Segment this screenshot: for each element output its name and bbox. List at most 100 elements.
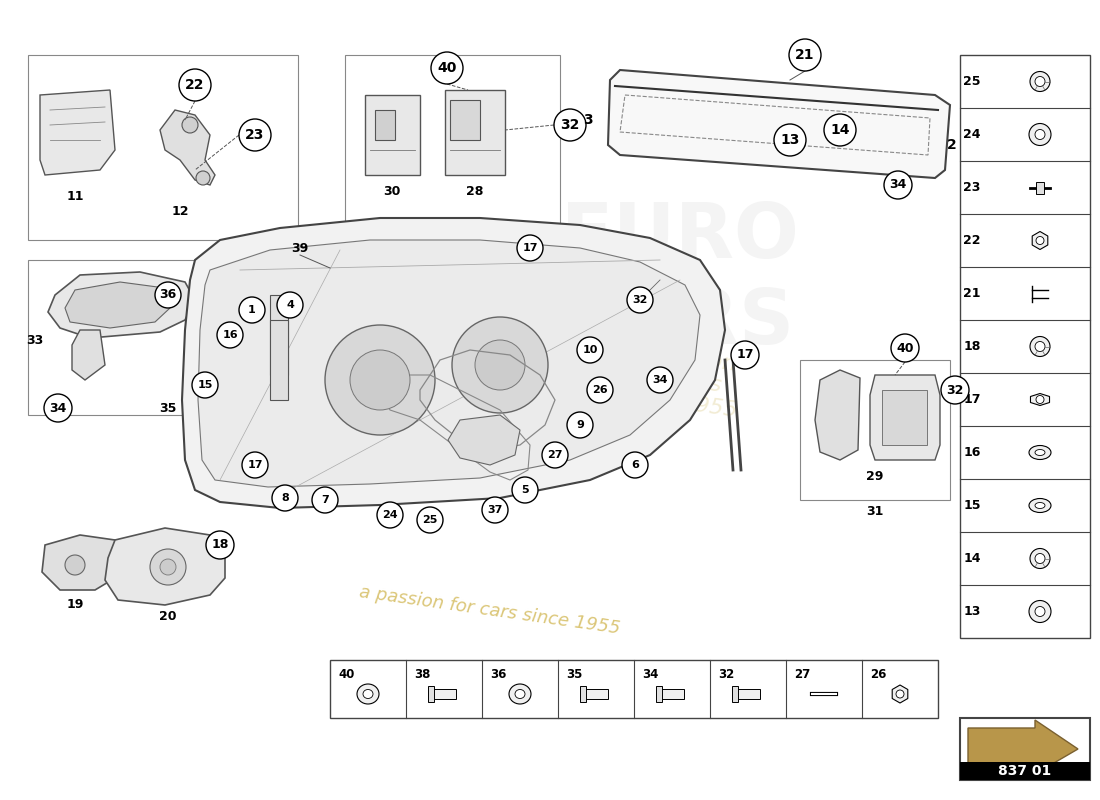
Circle shape xyxy=(1028,123,1050,146)
Bar xyxy=(960,762,1090,780)
Circle shape xyxy=(1035,606,1045,617)
Text: 15: 15 xyxy=(964,499,981,512)
Circle shape xyxy=(824,114,856,146)
Circle shape xyxy=(1035,554,1045,563)
Bar xyxy=(450,100,480,140)
Bar xyxy=(660,689,684,699)
Text: 10: 10 xyxy=(582,345,597,355)
Circle shape xyxy=(884,171,912,199)
Polygon shape xyxy=(892,685,907,703)
Polygon shape xyxy=(1031,394,1049,406)
Text: 4: 4 xyxy=(286,300,294,310)
Circle shape xyxy=(1036,237,1044,245)
Bar xyxy=(736,689,760,699)
Polygon shape xyxy=(48,272,195,338)
Polygon shape xyxy=(160,110,215,185)
Circle shape xyxy=(44,394,72,422)
Ellipse shape xyxy=(358,684,379,704)
Circle shape xyxy=(160,559,176,575)
Polygon shape xyxy=(42,535,125,590)
Text: 13: 13 xyxy=(964,605,981,618)
Circle shape xyxy=(312,487,338,513)
Circle shape xyxy=(324,325,435,435)
Circle shape xyxy=(217,322,243,348)
Text: 34: 34 xyxy=(642,668,659,681)
Text: 26: 26 xyxy=(870,668,887,681)
Text: 37: 37 xyxy=(487,505,503,515)
Bar xyxy=(365,95,420,175)
Circle shape xyxy=(277,292,302,318)
Circle shape xyxy=(1030,549,1050,569)
Polygon shape xyxy=(72,330,104,380)
Circle shape xyxy=(512,477,538,503)
Text: 31: 31 xyxy=(867,505,883,518)
Circle shape xyxy=(1030,337,1050,357)
Circle shape xyxy=(647,367,673,393)
Text: 22: 22 xyxy=(964,234,981,247)
Text: 22: 22 xyxy=(185,78,205,92)
Bar xyxy=(270,320,288,400)
Text: 17: 17 xyxy=(248,460,263,470)
Polygon shape xyxy=(968,720,1078,774)
Bar xyxy=(584,689,608,699)
Circle shape xyxy=(789,39,821,71)
Text: 28: 28 xyxy=(466,185,484,198)
Bar xyxy=(28,260,233,415)
Text: 26: 26 xyxy=(592,385,608,395)
Circle shape xyxy=(182,117,198,133)
Polygon shape xyxy=(182,218,725,508)
Text: 16: 16 xyxy=(964,446,981,459)
Text: 34: 34 xyxy=(50,402,67,414)
Circle shape xyxy=(475,340,525,390)
Circle shape xyxy=(1035,77,1045,86)
Bar xyxy=(1036,182,1044,194)
Text: 20: 20 xyxy=(160,610,177,623)
Text: 35: 35 xyxy=(160,402,177,414)
Circle shape xyxy=(554,109,586,141)
Circle shape xyxy=(542,442,568,468)
Circle shape xyxy=(377,502,403,528)
Bar xyxy=(270,295,288,375)
Text: 23: 23 xyxy=(964,181,981,194)
Circle shape xyxy=(482,497,508,523)
Circle shape xyxy=(452,317,548,413)
Circle shape xyxy=(517,235,543,261)
Text: 16: 16 xyxy=(222,330,238,340)
Ellipse shape xyxy=(1035,450,1045,455)
Polygon shape xyxy=(40,90,116,175)
Bar xyxy=(432,689,456,699)
Circle shape xyxy=(891,334,918,362)
Circle shape xyxy=(566,412,593,438)
Polygon shape xyxy=(608,70,950,178)
Bar xyxy=(580,686,586,702)
Text: 25: 25 xyxy=(422,515,438,525)
Text: 18: 18 xyxy=(211,538,229,551)
Bar xyxy=(732,686,738,702)
Text: 34: 34 xyxy=(652,375,668,385)
Circle shape xyxy=(1035,130,1045,139)
Circle shape xyxy=(350,350,410,410)
Ellipse shape xyxy=(1028,498,1050,513)
Circle shape xyxy=(417,507,443,533)
Text: 32: 32 xyxy=(560,118,580,132)
Circle shape xyxy=(587,377,613,403)
Bar xyxy=(446,90,505,175)
Circle shape xyxy=(896,690,904,698)
Circle shape xyxy=(65,555,85,575)
Ellipse shape xyxy=(363,690,373,698)
Text: 7: 7 xyxy=(321,495,329,505)
Circle shape xyxy=(431,52,463,84)
Text: 17: 17 xyxy=(522,243,538,253)
Circle shape xyxy=(192,372,218,398)
Text: 23: 23 xyxy=(245,128,265,142)
Text: 39: 39 xyxy=(292,242,309,254)
Circle shape xyxy=(1028,601,1050,622)
Text: 40: 40 xyxy=(896,342,914,354)
Ellipse shape xyxy=(1035,502,1045,509)
Bar xyxy=(800,360,950,500)
Bar xyxy=(330,660,938,718)
Ellipse shape xyxy=(509,684,531,704)
Text: 27: 27 xyxy=(548,450,563,460)
Text: 24: 24 xyxy=(382,510,398,520)
Polygon shape xyxy=(65,282,170,328)
